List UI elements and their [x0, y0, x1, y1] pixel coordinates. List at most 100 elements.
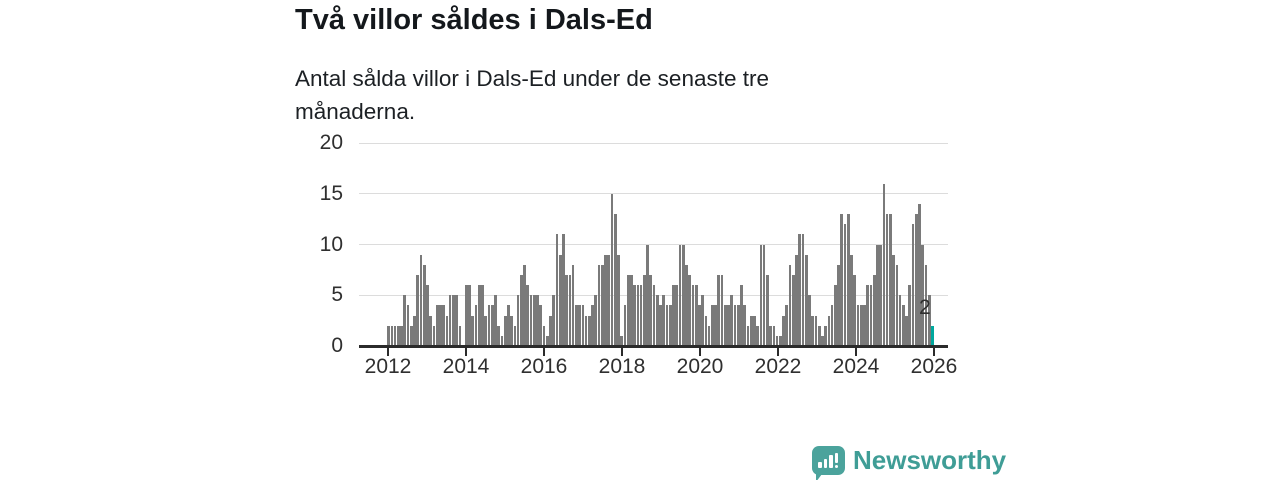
bar — [623, 305, 627, 346]
bar — [545, 335, 549, 346]
bar — [711, 305, 714, 346]
bar — [872, 274, 876, 346]
bar — [892, 254, 895, 346]
x-axis-tick — [933, 348, 935, 356]
bar — [901, 305, 905, 346]
bar — [740, 285, 743, 346]
bar — [733, 305, 737, 346]
bar — [662, 295, 666, 346]
bar — [795, 254, 798, 346]
bar — [788, 264, 792, 346]
bar — [736, 305, 740, 346]
bar — [850, 254, 853, 346]
bar — [885, 214, 889, 346]
bar — [471, 315, 475, 346]
x-tick-label: 2020 — [676, 355, 724, 378]
bar — [633, 285, 636, 346]
bar — [442, 305, 446, 346]
bar — [587, 315, 591, 346]
bar — [536, 295, 539, 346]
bar — [578, 305, 581, 346]
bar — [924, 264, 928, 346]
bar — [834, 285, 837, 346]
bar — [775, 335, 779, 346]
x-axis-tick — [621, 348, 623, 356]
bar — [889, 214, 892, 346]
bar — [403, 295, 407, 346]
bar — [413, 315, 416, 346]
bar — [575, 305, 578, 346]
bar — [549, 315, 552, 346]
bar — [452, 295, 455, 346]
bar — [821, 335, 824, 346]
bar — [526, 285, 530, 346]
bar — [558, 254, 562, 346]
bar — [791, 274, 795, 346]
bar — [869, 285, 873, 346]
bar — [688, 274, 692, 346]
bar — [604, 254, 607, 346]
bar — [571, 264, 575, 346]
bar — [905, 315, 908, 346]
bar — [698, 305, 701, 346]
bar — [701, 295, 704, 346]
bar — [581, 305, 585, 346]
bar — [542, 325, 546, 346]
bar — [801, 234, 805, 346]
bar — [523, 264, 526, 346]
y-tick-label: 15 — [319, 181, 343, 205]
bar — [490, 305, 494, 346]
bar — [416, 274, 420, 346]
x-axis-tick — [465, 348, 467, 356]
bar — [620, 335, 624, 346]
bar — [830, 305, 834, 346]
newsworthy-logo: Newsworthy — [812, 445, 1007, 480]
bar — [565, 274, 569, 346]
bar — [439, 305, 442, 346]
y-tick-label: 5 — [331, 283, 343, 307]
bar — [759, 244, 763, 346]
bar — [866, 285, 870, 346]
x-axis-tick — [699, 348, 701, 356]
bar — [898, 295, 902, 346]
bar — [568, 274, 572, 346]
bar — [649, 274, 653, 346]
bar — [400, 325, 403, 346]
bar — [594, 295, 598, 346]
bar — [532, 295, 536, 346]
bar — [435, 305, 439, 346]
page-title: Två villor såldes i Dals-Ed — [295, 4, 653, 36]
bar — [426, 285, 429, 346]
bar — [555, 234, 559, 346]
x-tick-label: 2024 — [832, 355, 880, 378]
bar — [766, 274, 769, 346]
bar — [591, 305, 594, 346]
x-tick-label: 2018 — [598, 355, 646, 378]
brand-name: Newsworthy — [853, 445, 1007, 475]
bar — [484, 315, 488, 346]
bar — [607, 254, 611, 346]
bar — [824, 325, 827, 346]
bar — [778, 335, 782, 346]
exclamation-icon — [834, 452, 838, 468]
bar — [743, 305, 747, 346]
bar — [856, 305, 860, 346]
gridline — [359, 193, 948, 195]
bar — [859, 305, 863, 346]
bar — [636, 285, 640, 346]
x-tick-label: 2012 — [364, 355, 412, 378]
bar — [464, 285, 468, 346]
y-tick-label: 10 — [319, 232, 343, 256]
bar — [762, 244, 766, 346]
bar — [727, 305, 730, 346]
bar — [397, 325, 400, 346]
bar — [626, 274, 630, 346]
bar — [503, 315, 507, 346]
bar — [678, 244, 682, 346]
chart-subtitle: Antal sålda villor i Dals-Ed under de se… — [295, 66, 769, 124]
bar — [931, 325, 934, 346]
bar — [694, 285, 698, 346]
y-tick-label: 0 — [331, 334, 343, 357]
bar — [811, 315, 815, 346]
